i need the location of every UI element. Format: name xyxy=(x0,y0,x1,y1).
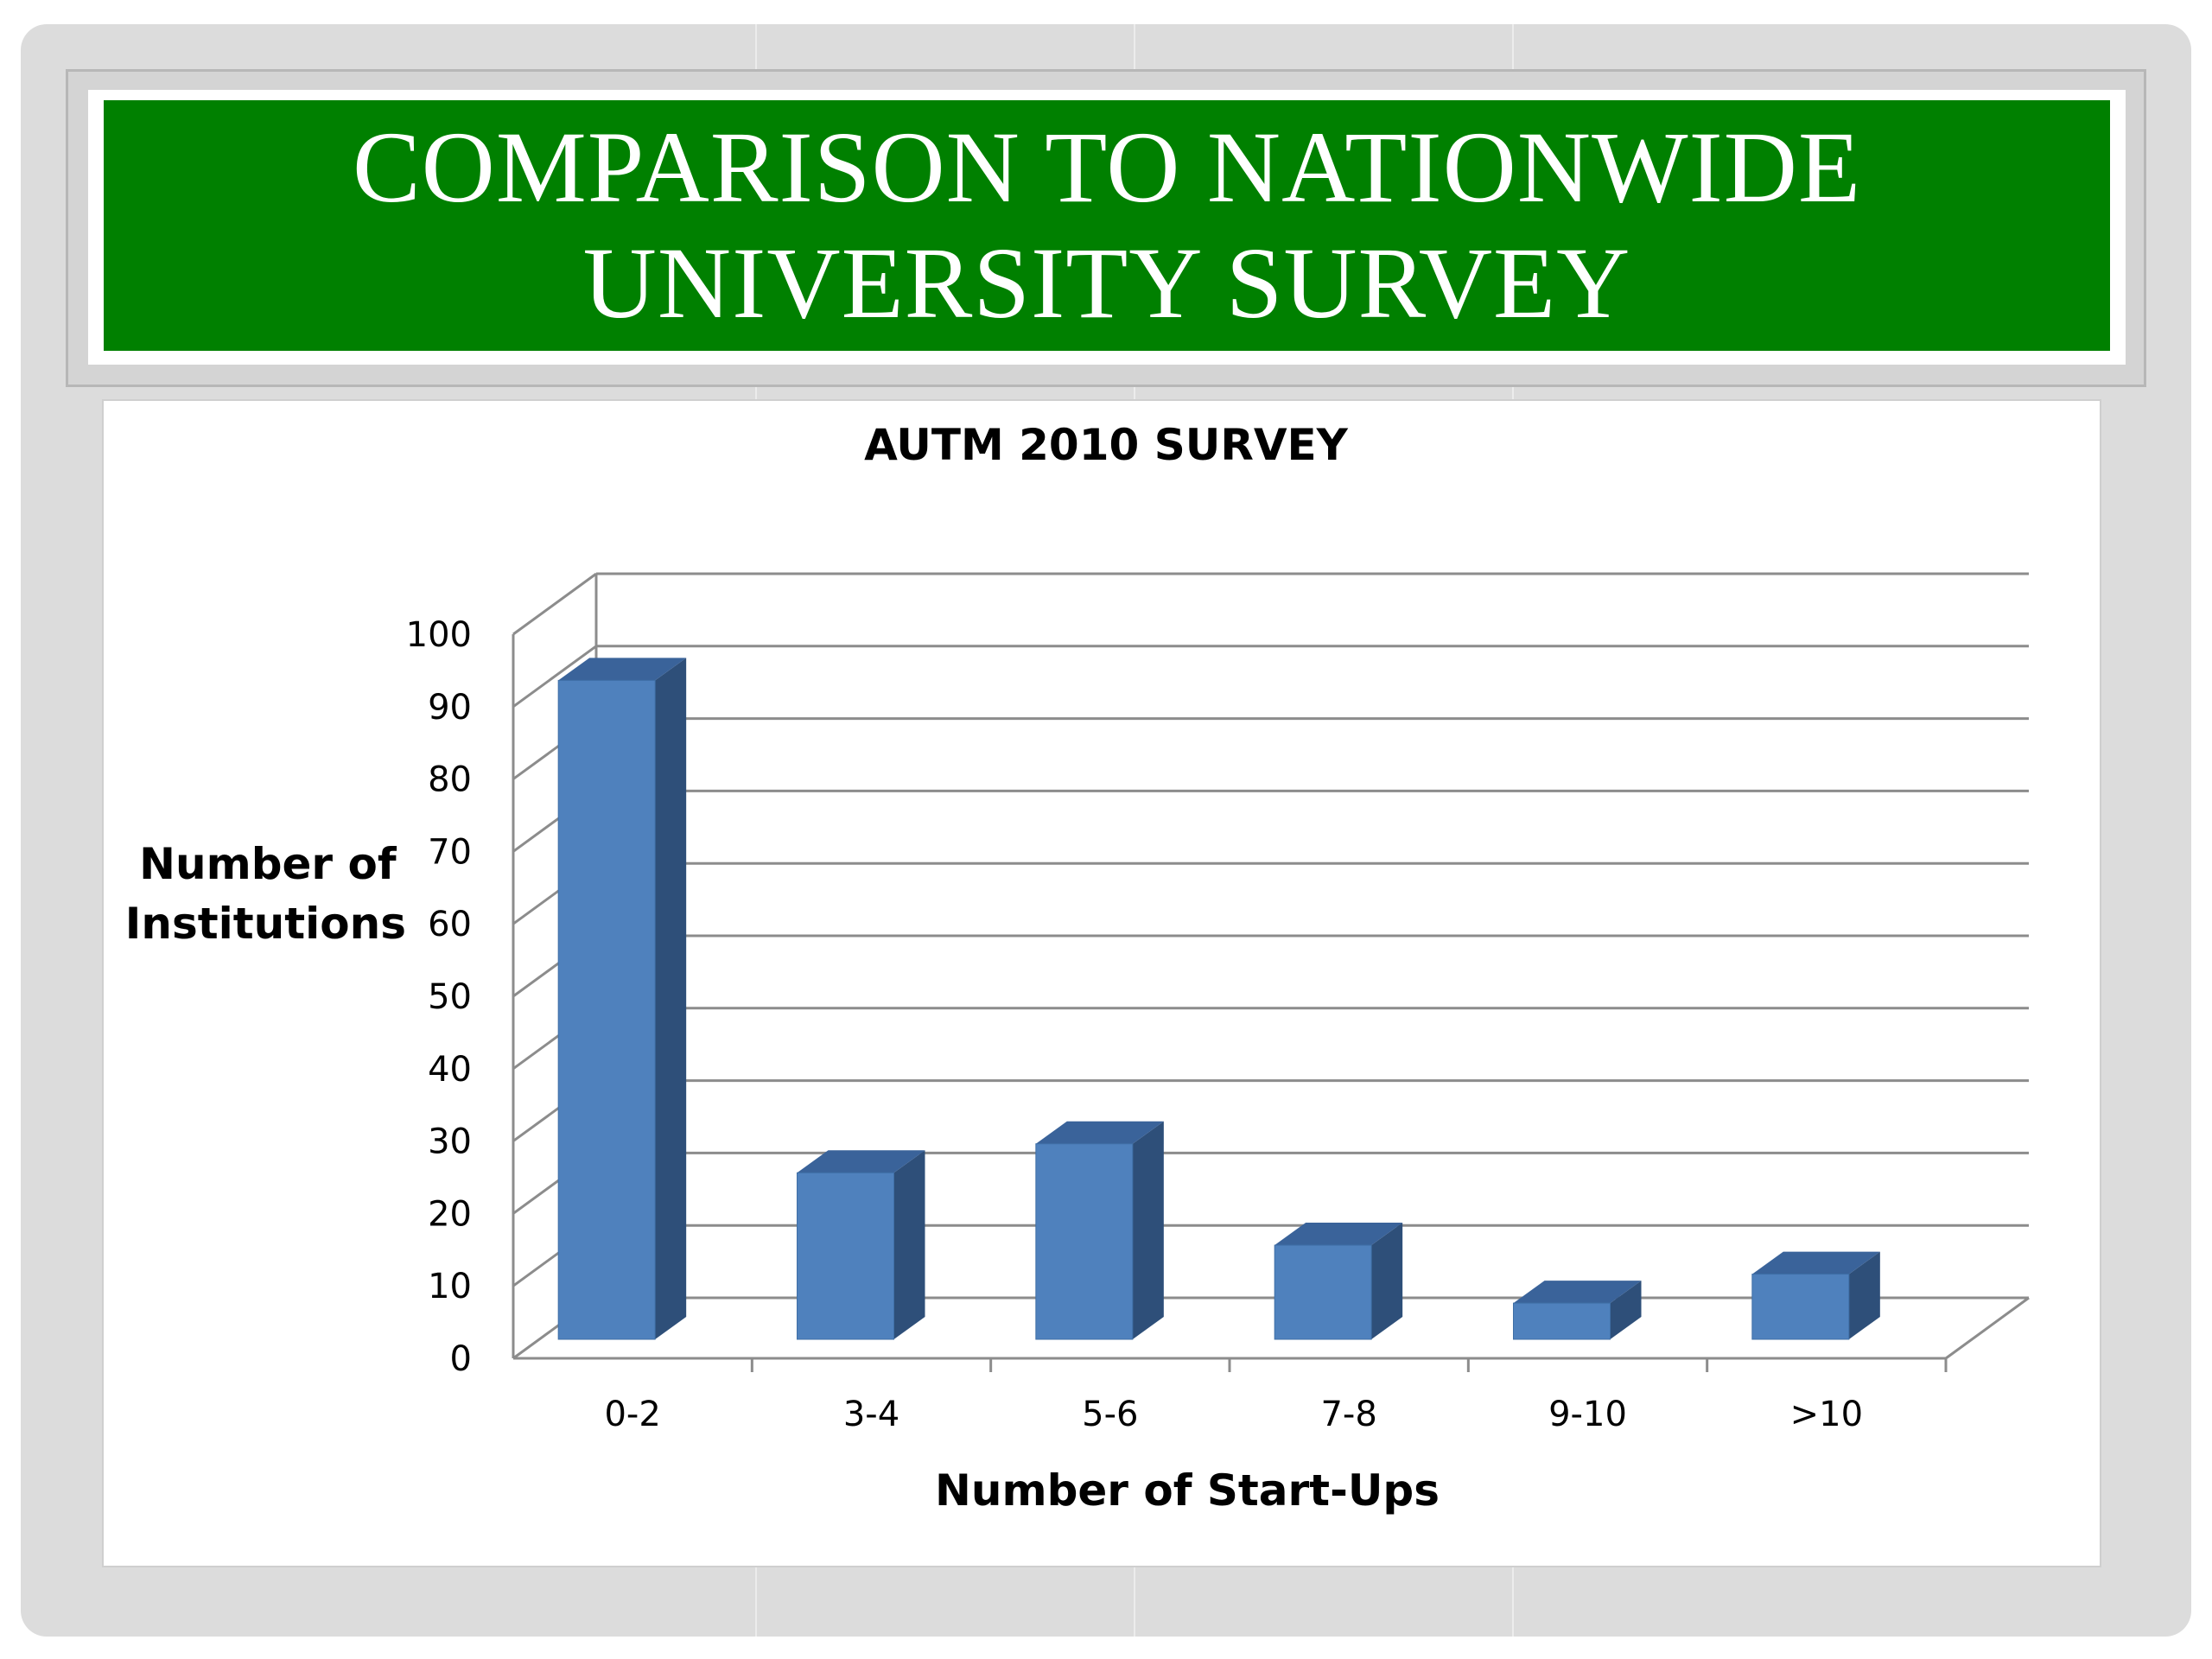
bar-7-8 xyxy=(1274,1223,1403,1340)
bar-9-10 xyxy=(1513,1281,1642,1340)
y-tick-label: 70 xyxy=(428,832,472,872)
bar-front xyxy=(1274,1244,1372,1340)
bar-front xyxy=(1751,1274,1850,1340)
bar-side xyxy=(1610,1281,1642,1339)
x-tick-label: 3-4 xyxy=(843,1395,899,1434)
bar-5-6 xyxy=(1035,1121,1164,1340)
slide-title: Comparison to nationwide university surv… xyxy=(353,110,1861,341)
bar-front xyxy=(797,1172,894,1340)
y-tick-label: 90 xyxy=(428,688,472,728)
bar-side xyxy=(1848,1251,1880,1339)
x-axis-ticks: 0-2 3-4 5-6 7-8 9-10 >10 xyxy=(604,1395,1863,1434)
y-axis-title: Number of Institutions xyxy=(125,839,411,949)
bar-front xyxy=(1035,1143,1134,1340)
gridline-diagonal xyxy=(512,645,597,709)
x-tick-label: 5-6 xyxy=(1082,1395,1138,1434)
y-axis-title-line-1: Number of xyxy=(139,839,397,889)
floor-right-edge xyxy=(1945,1296,2030,1360)
x-tick-label: 0-2 xyxy=(604,1395,660,1434)
bar-side xyxy=(893,1150,925,1339)
y-axis-ticks: 0 10 20 30 40 50 60 70 80 90 100 xyxy=(406,615,472,1379)
x-axis-title: Number of Start-Ups xyxy=(935,1465,1440,1516)
bar-top xyxy=(1513,1281,1642,1304)
y-tick-label: 0 xyxy=(450,1339,472,1379)
bar-top xyxy=(797,1150,925,1173)
bar-top xyxy=(1035,1121,1164,1144)
bar-side xyxy=(655,658,687,1339)
bar-front xyxy=(1513,1302,1611,1340)
y-tick-label: 30 xyxy=(428,1122,472,1162)
title-banner: Comparison to nationwide university surv… xyxy=(104,100,2110,351)
x-tick-label: >10 xyxy=(1790,1395,1863,1434)
y-tick-label: 20 xyxy=(428,1194,472,1234)
y-tick-label: 50 xyxy=(428,977,472,1017)
bar-chart: AUTM 2010 SURVEY 0102030405060708090100 … xyxy=(125,420,2030,1516)
slide-title-line-1: Comparison to nationwide xyxy=(352,111,1862,224)
y-tick-label: 80 xyxy=(428,760,472,800)
y-tick-label: 10 xyxy=(428,1267,472,1306)
bars xyxy=(557,658,1880,1340)
bar-3-4 xyxy=(797,1150,925,1340)
y-tick-label: 60 xyxy=(428,905,472,944)
bar->10 xyxy=(1751,1251,1880,1340)
y-tick-label: 100 xyxy=(406,615,472,655)
slide-title-line-2: university survey xyxy=(582,226,1631,340)
x-tick-label: 9-10 xyxy=(1548,1395,1627,1434)
chart-panel: AUTM 2010 SURVEY 0 10 20 30 40 50 60 70 80 90 100 … xyxy=(102,399,2101,1567)
bar-0-2 xyxy=(557,658,687,1340)
bar-side xyxy=(1132,1121,1164,1339)
chart-title: AUTM 2010 SURVEY xyxy=(864,420,1349,470)
bar-top xyxy=(1751,1251,1880,1274)
bar-top xyxy=(558,658,687,681)
y-tick-label: 40 xyxy=(428,1050,472,1090)
x-tick-label: 7-8 xyxy=(1320,1395,1376,1434)
bar-front xyxy=(557,679,656,1340)
bar-top xyxy=(1274,1223,1403,1246)
bar-side xyxy=(1371,1223,1403,1339)
y-axis-title-line-2: Institutions xyxy=(125,899,406,949)
gridline-diagonal xyxy=(512,572,597,636)
